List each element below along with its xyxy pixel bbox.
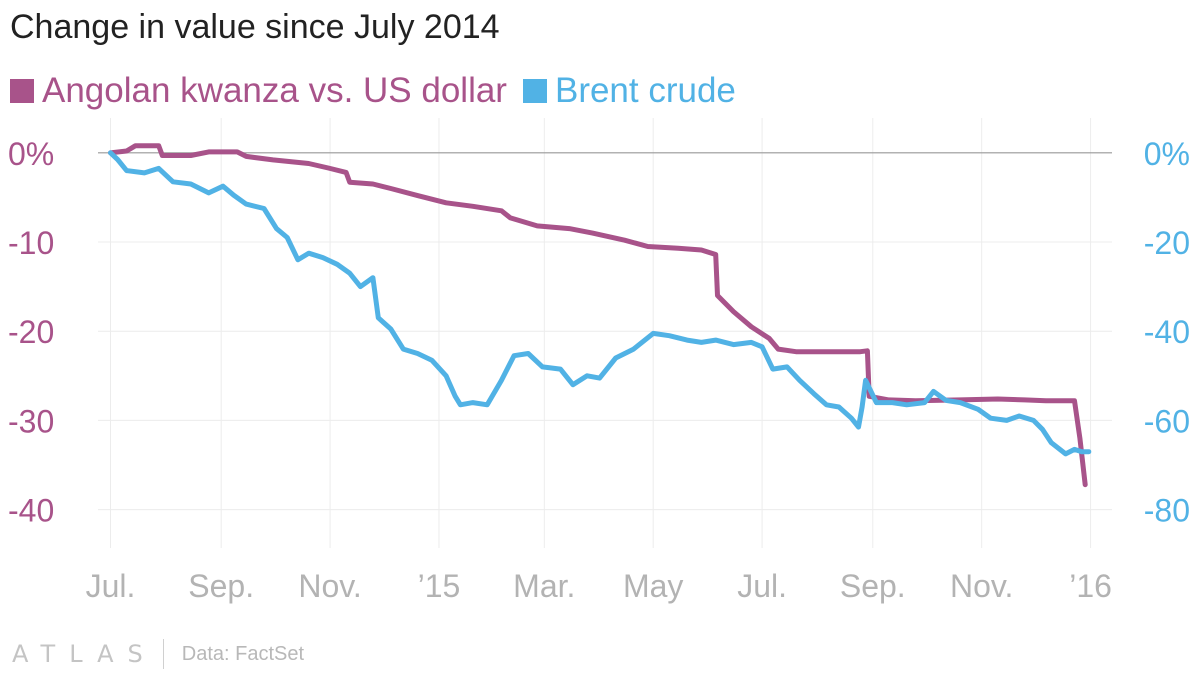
x-tick-label: Sep.: [840, 568, 906, 604]
x-tick-label: Nov.: [950, 568, 1013, 604]
legend-swatch-brent: [522, 79, 547, 103]
data-source: Data: FactSet: [181, 642, 305, 665]
y-left-tick-label: -40: [8, 493, 54, 529]
axes: Jul. Sep. Nov. ’15 Mar. May Jul. Sep. Nov. ’16 0% -…: [8, 136, 1190, 604]
legend-swatch-kwanza: [10, 79, 34, 103]
legend-item-kwanza: Angolan kwanza vs. US dollar: [10, 71, 507, 111]
grid: [98, 118, 1112, 548]
legend: Angolan kwanza vs. US dollar Brent crude: [10, 70, 752, 112]
y-right-tick-label: -20: [1144, 225, 1190, 261]
x-tick-label: ’16: [1069, 568, 1112, 604]
atlas-logo: ATLAS: [12, 640, 157, 668]
chart-title: Change in value since July 2014: [10, 8, 500, 46]
legend-item-brent: Brent crude: [522, 71, 736, 111]
footer-divider: [162, 639, 164, 669]
legend-label-kwanza: Angolan kwanza vs. US dollar: [42, 71, 507, 110]
series-line-brent: [108, 150, 1092, 457]
y-right-tick-label: -80: [1144, 493, 1190, 529]
x-tick-label: Nov.: [298, 568, 361, 604]
x-tick-label: ’15: [418, 568, 461, 604]
y-right-tick-label: -40: [1144, 314, 1190, 350]
y-right-tick-label: -60: [1144, 403, 1190, 439]
footer: ATLAS Data: FactSet: [12, 638, 304, 670]
y-left-tick-label: -30: [8, 403, 54, 439]
y-right-tick-label: 0%: [1144, 136, 1190, 172]
series-line-kwanza: [108, 143, 1088, 488]
y-left-tick-label: 0%: [8, 136, 54, 172]
legend-label-brent: Brent crude: [554, 71, 736, 110]
y-left-tick-label: -10: [8, 225, 54, 261]
x-tick-label: May: [623, 568, 683, 604]
x-tick-label: Sep.: [188, 568, 254, 604]
x-tick-label: Jul.: [737, 568, 787, 604]
series-lines: [108, 143, 1092, 488]
y-left-tick-label: -20: [8, 314, 54, 350]
x-tick-label: Jul.: [86, 568, 136, 604]
x-tick-label: Mar.: [513, 568, 575, 604]
